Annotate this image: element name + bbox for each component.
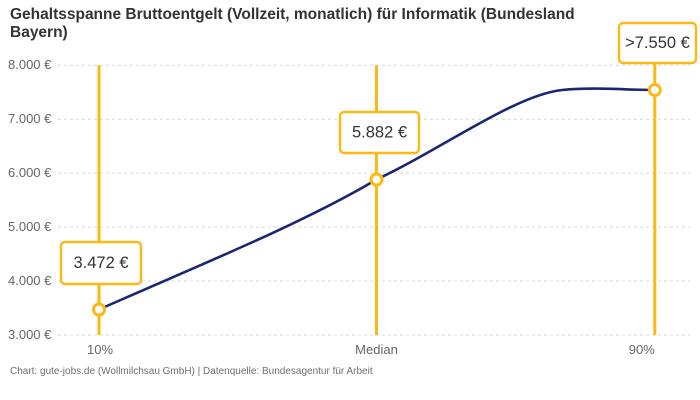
svg-text:8.000 €: 8.000 € (8, 57, 52, 72)
svg-text:6.000 €: 6.000 € (8, 165, 52, 180)
svg-text:>7.550 €: >7.550 € (625, 34, 690, 52)
svg-text:5.000 €: 5.000 € (8, 219, 52, 234)
svg-text:7.000 €: 7.000 € (8, 111, 52, 126)
svg-text:5.882 €: 5.882 € (352, 124, 407, 142)
svg-text:3.000 €: 3.000 € (8, 327, 52, 342)
svg-text:90%: 90% (629, 342, 655, 357)
svg-text:Median: Median (355, 342, 398, 357)
svg-text:4.000 €: 4.000 € (8, 273, 52, 288)
svg-text:3.472 €: 3.472 € (73, 254, 128, 272)
svg-text:10%: 10% (87, 342, 113, 357)
